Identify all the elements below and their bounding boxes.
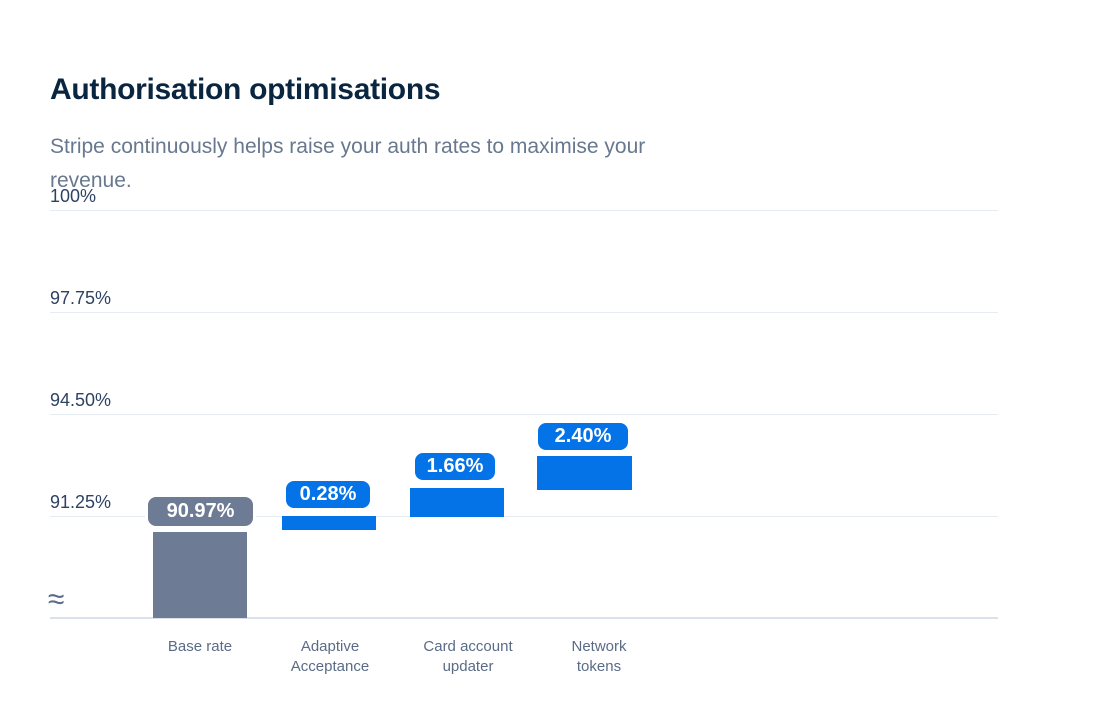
category-line: Network <box>571 638 627 655</box>
axis-break-icon: ≈ <box>48 583 65 616</box>
category-label-card-account-updater: Card account updater <box>398 637 538 677</box>
gridline-91-25 <box>50 516 998 517</box>
category-label-adaptive-acceptance: Adaptive Acceptance <box>260 637 400 677</box>
value-badge-base-rate: 90.97% <box>148 497 253 526</box>
category-line: tokens <box>576 658 622 675</box>
y-tick-100: 100% <box>50 186 97 206</box>
category-line: Adaptive <box>300 638 360 655</box>
value-badge-adaptive-acceptance: 0.28% <box>286 481 370 508</box>
gridline-100 <box>50 210 998 211</box>
gridline-94-50 <box>50 414 998 415</box>
category-label-network-tokens: Network tokens <box>529 637 669 677</box>
value-badge-network-tokens: 2.40% <box>538 423 628 450</box>
category-label-base-rate: Base rate <box>130 637 270 657</box>
value-badge-card-account-updater: 1.66% <box>415 453 495 480</box>
y-tick-91-25: 91.25% <box>50 492 112 512</box>
gridline-97-75 <box>50 312 998 313</box>
bar-network-tokens <box>537 456 632 490</box>
bar-card-account-updater <box>410 488 504 517</box>
y-tick-97-75: 97.75% <box>50 288 112 308</box>
category-line: Acceptance <box>290 658 370 675</box>
y-tick-94-50: 94.50% <box>50 390 112 410</box>
category-line: updater <box>442 658 494 675</box>
x-axis-line <box>50 617 998 619</box>
bar-adaptive-acceptance <box>282 516 376 530</box>
category-line: Base rate <box>167 638 233 655</box>
bar-base-rate <box>153 532 247 618</box>
page-title: Authorisation optimisations <box>50 73 441 107</box>
category-line: Card account <box>423 638 513 655</box>
page-subtitle: Stripe continuously helps raise your aut… <box>50 135 646 192</box>
